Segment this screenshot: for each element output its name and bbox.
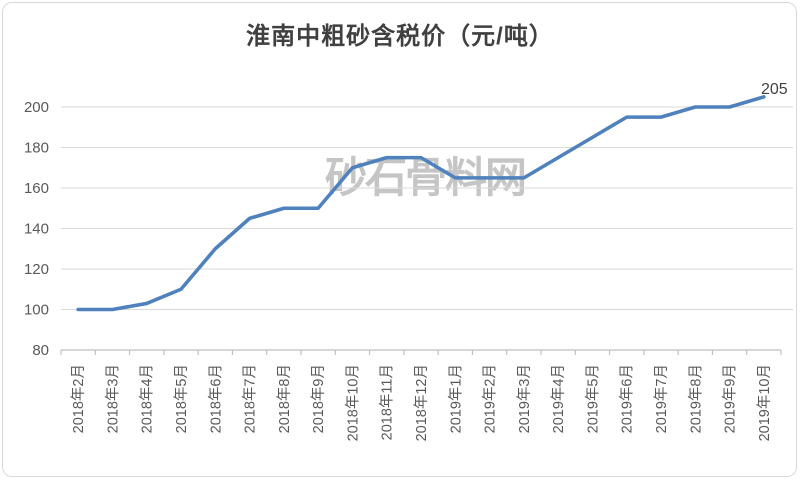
x-tick-label: 2019年4月 <box>550 364 567 433</box>
x-tick-label: 2018年7月 <box>242 364 259 433</box>
price-series-line <box>76 95 766 312</box>
x-tick-label: 2018年10月 <box>344 364 361 441</box>
x-tick-label: 2019年2月 <box>482 364 499 433</box>
y-tick-label: 100 <box>24 302 49 319</box>
x-tick-label: 2019年1月 <box>447 364 464 433</box>
x-tick-label: 2019年7月 <box>653 364 670 433</box>
x-tick-label: 2019年9月 <box>722 364 739 433</box>
y-tick-label: 180 <box>24 140 49 157</box>
x-tick-label: 2019年10月 <box>756 364 773 441</box>
x-tick-label: 2019年8月 <box>687 364 704 433</box>
y-tick-label: 80 <box>32 342 49 359</box>
chart-title: 淮南中粗砂含税价（元/吨） <box>246 23 554 50</box>
x-tick-label: 2019年6月 <box>619 364 636 433</box>
x-tick-label: 2018年3月 <box>104 364 121 433</box>
x-tick-label: 2018年12月 <box>413 364 430 441</box>
x-tick-label: 2018年2月 <box>70 364 87 433</box>
y-tick-label: 160 <box>24 180 49 197</box>
x-tick-label: 2018年11月 <box>379 364 396 440</box>
y-tick-label: 140 <box>24 221 49 238</box>
x-tick-label: 2018年6月 <box>207 364 224 433</box>
y-tick-label: 200 <box>24 99 49 116</box>
y-tick-label: 120 <box>24 261 49 278</box>
x-tick-label: 2018年5月 <box>173 364 190 433</box>
x-tick-label: 2018年9月 <box>310 364 327 433</box>
x-tick-label: 2019年5月 <box>584 364 601 433</box>
data-label-last: 205 <box>761 81 788 98</box>
x-tick-label: 2018年8月 <box>276 364 293 433</box>
x-tick-label: 2019年3月 <box>516 364 533 433</box>
x-tick-label: 2018年4月 <box>139 364 156 433</box>
